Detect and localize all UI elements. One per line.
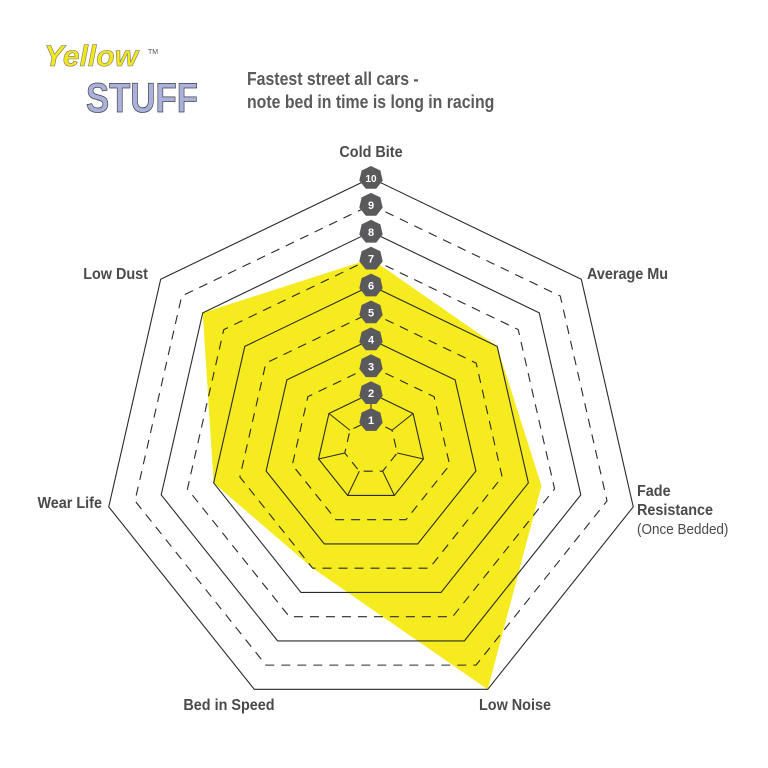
grid-ring-9: [134, 204, 608, 666]
svg-text:TM: TM: [148, 49, 158, 56]
axis-label: Wear Life: [37, 494, 102, 512]
grid-ring-8: [160, 231, 582, 642]
tick-label: 10: [365, 174, 377, 185]
grid-ring-2: [317, 392, 425, 497]
tick-label: 3: [368, 361, 374, 373]
axis-label: Low Noise: [479, 696, 551, 714]
axis-label: Bed in Speed: [183, 696, 274, 714]
yellow-stuff-logo: Yellow TM STUFF: [44, 40, 199, 116]
title-line-2: note bed in time is long in racing: [247, 92, 495, 112]
tick-badge-6: [359, 273, 383, 297]
tick-badge-10: [359, 166, 383, 189]
grid-ring-1: [344, 419, 398, 472]
tick-label: 1: [368, 415, 374, 427]
title-line-1: Fastest street all cars -: [247, 69, 419, 89]
tick-label: 9: [368, 200, 374, 212]
grid-ring-5: [239, 311, 503, 569]
axis-label: Cold Bite: [339, 143, 402, 161]
svg-text:Yellow: Yellow: [44, 40, 140, 73]
spoke: [382, 471, 395, 496]
axis-label: Average Mu: [587, 265, 668, 283]
spoke: [391, 413, 414, 431]
tick-label: 8: [368, 227, 374, 239]
grid-ring-4: [265, 338, 477, 545]
tick-badge-9: [359, 192, 383, 216]
tick-badge-3: [359, 354, 383, 378]
spoke: [397, 452, 424, 460]
grid-ring-10: [108, 177, 634, 690]
spoke: [328, 413, 351, 431]
tick-label: 7: [368, 254, 374, 266]
axis-label: Fade: [637, 482, 671, 500]
spoke: [318, 452, 345, 460]
tick-label: 4: [368, 334, 375, 346]
axis-label-line2: Resistance: [637, 501, 713, 519]
tick-badge-7: [359, 246, 383, 270]
tick-label: 2: [368, 388, 374, 400]
tick-badge-8: [359, 219, 383, 243]
tick-badge-4: [359, 327, 383, 351]
tick-badge-2: [359, 381, 383, 405]
tick-badge-1: [359, 408, 383, 431]
data-area: [202, 258, 542, 690]
axis-label: Low Dust: [83, 265, 148, 283]
chart-title: Fastest street all cars - note bed in ti…: [247, 68, 494, 114]
axis-sublabel: (Once Bedded): [637, 521, 728, 538]
svg-text:STUFF: STUFF: [86, 74, 198, 116]
grid-ring-6: [213, 284, 529, 593]
tick-label: 6: [368, 281, 374, 293]
spoke: [347, 471, 360, 496]
tick-badge-5: [359, 300, 383, 324]
tick-label: 5: [368, 308, 374, 320]
grid-ring-3: [291, 365, 451, 521]
